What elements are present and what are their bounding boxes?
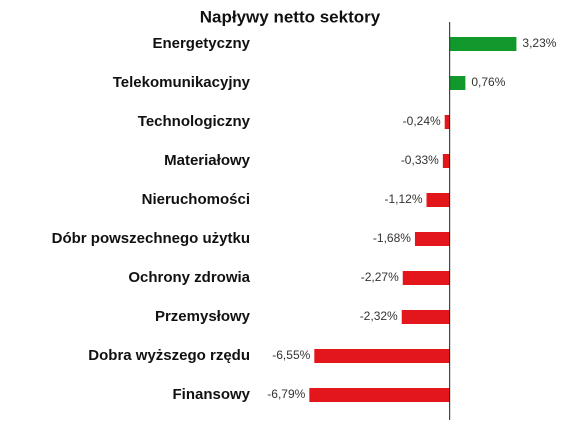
category-label: Dóbr powszechnego użytku [52, 230, 250, 247]
value-label: -2,27% [361, 270, 399, 284]
value-label: -0,33% [401, 153, 439, 167]
value-label: -2,32% [360, 309, 398, 323]
bar [414, 232, 450, 246]
category-label: Materiałowy [164, 152, 251, 169]
category-label: Finansowy [172, 386, 250, 403]
value-label: -1,68% [373, 231, 411, 245]
value-label: 3,23% [522, 36, 556, 50]
bar [309, 388, 450, 402]
category-label: Ochrony zdrowia [128, 269, 250, 286]
value-label: 0,76% [471, 75, 505, 89]
value-label: -0,24% [403, 114, 441, 128]
bar [444, 115, 450, 129]
category-label: Przemysłowy [155, 308, 251, 325]
bar [449, 76, 466, 90]
bar [449, 37, 517, 51]
category-label: Telekomunikacyjny [113, 74, 251, 91]
bar [402, 271, 450, 285]
category-label: Technologiczny [138, 113, 251, 130]
bar [442, 154, 450, 168]
value-label: -6,79% [267, 387, 305, 401]
chart-title: Napływy netto sektory [200, 7, 381, 26]
bar [401, 310, 450, 324]
value-label: -6,55% [272, 348, 310, 362]
category-label: Dobra wyższego rzędu [88, 347, 250, 364]
bar [314, 349, 450, 363]
category-label: Energetyczny [152, 35, 250, 52]
value-label: -1,12% [384, 192, 422, 206]
category-label: Nieruchomości [142, 191, 250, 208]
bar [426, 193, 450, 207]
